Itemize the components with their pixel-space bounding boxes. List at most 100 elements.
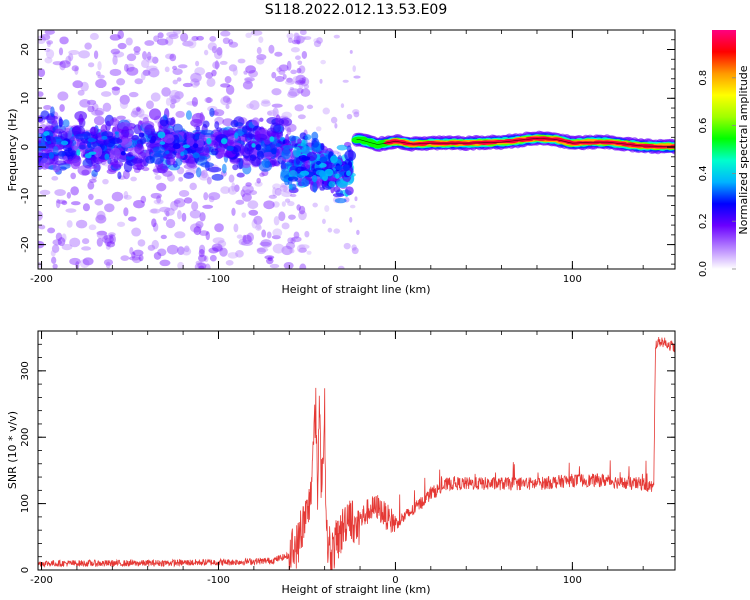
- heatmap-cell: [45, 30, 51, 38]
- heatmap-cell: [89, 32, 99, 41]
- heatmap-cell: [96, 210, 106, 221]
- heatmap-cell: [220, 30, 231, 37]
- heatmap-cell: [104, 153, 110, 160]
- heatmap-cell: [220, 96, 231, 106]
- heatmap-cell: [240, 189, 246, 197]
- heatmap-cell: [192, 152, 200, 159]
- heatmap-cell: [101, 135, 108, 140]
- heatmap-cell: [94, 107, 105, 116]
- heatmap-cell: [333, 34, 340, 39]
- heatmap-cell: [220, 138, 228, 145]
- heatmap-cell: [294, 80, 306, 86]
- heatmap-cell: [205, 72, 214, 79]
- heatmap-cell: [69, 237, 81, 248]
- heatmap-cell: [222, 95, 231, 103]
- heatmap-cell: [44, 57, 53, 64]
- heatmap-cell: [247, 200, 259, 209]
- heatmap-cell: [166, 31, 178, 38]
- heatmap-cell: [52, 145, 59, 155]
- heatmap-cell: [198, 248, 205, 258]
- heatmap-cell: [61, 200, 68, 206]
- heatmap-cell: [228, 39, 234, 45]
- heatmap-cell: [214, 121, 220, 130]
- heatmap-cell: [109, 147, 121, 160]
- heatmap-cell: [202, 204, 214, 209]
- heatmap-cell: [259, 241, 271, 247]
- heatmap-cell: [281, 245, 293, 256]
- heatmap-cell: [299, 76, 310, 87]
- heatmap-cell: [156, 195, 162, 204]
- heatmap-cell: [296, 35, 301, 45]
- heatmap-cell: [141, 59, 150, 68]
- heatmap-cell: [108, 234, 114, 239]
- heatmap-cell: [269, 136, 275, 142]
- heatmap-cell: [93, 115, 105, 126]
- heatmap-cell: [121, 126, 130, 138]
- heatmap-cell: [271, 235, 281, 240]
- heatmap-cell: [211, 243, 223, 252]
- heatmap-cell: [254, 181, 263, 187]
- heatmap-cell: [165, 36, 174, 46]
- heatmap-cell: [96, 237, 103, 247]
- heatmap-cell: [80, 81, 89, 92]
- heatmap-cell: [81, 238, 90, 245]
- heatmap-cell: [284, 162, 293, 167]
- heatmap-cell: [249, 100, 260, 111]
- heatmap-cell: [111, 86, 121, 91]
- heatmap-cell: [110, 48, 121, 55]
- heatmap-cell: [52, 61, 64, 66]
- heatmap-cell: [70, 186, 79, 196]
- heatmap-cell: [88, 178, 97, 183]
- heatmap-cell: [320, 59, 326, 65]
- heatmap-cell: [104, 237, 112, 247]
- heatmap-cell: [303, 84, 310, 89]
- heatmap-cell: [266, 231, 272, 239]
- heatmap-cell: [164, 150, 170, 155]
- heatmap-cell: [199, 230, 209, 236]
- heatmap-cell: [297, 114, 306, 120]
- heatmap-cell: [177, 209, 182, 220]
- heatmap-cell: [90, 154, 96, 167]
- heatmap-cell: [288, 88, 301, 97]
- heatmap-cell: [142, 69, 151, 76]
- heatmap-cell: [40, 157, 50, 170]
- heatmap-cell: [93, 50, 99, 60]
- heatmap-cell: [336, 180, 349, 189]
- heatmap-cell: [165, 53, 175, 60]
- heatmap-cell: [160, 234, 167, 240]
- heatmap-cell: [125, 155, 135, 160]
- heatmap-cell: [290, 47, 300, 53]
- heatmap-cell: [43, 131, 50, 137]
- heatmap-cell: [193, 81, 200, 86]
- heatmap-cell: [298, 35, 307, 41]
- heatmap-cell: [298, 210, 307, 221]
- heatmap-cell: [112, 51, 125, 58]
- heatmap-cell: [47, 227, 56, 234]
- heatmap-cell: [195, 260, 203, 266]
- heatmap-cell: [146, 51, 152, 61]
- heatmap-cell: [112, 55, 118, 66]
- heatmap-cell: [195, 60, 200, 67]
- heatmap-cell: [221, 163, 227, 174]
- heatmap-cell: [273, 216, 280, 226]
- heatmap-cell: [117, 42, 127, 50]
- heatmap-cell: [225, 260, 234, 266]
- heatmap-cell: [153, 222, 159, 232]
- heatmap-cell: [65, 55, 72, 65]
- heatmap-cell: [170, 95, 181, 103]
- heatmap-cell: [178, 176, 184, 182]
- heatmap-cell: [169, 89, 180, 100]
- heatmap-cell: [320, 143, 325, 151]
- heatmap-cell: [315, 126, 322, 132]
- heatmap-cell: [194, 67, 206, 76]
- heatmap-cell: [256, 53, 267, 61]
- heatmap-cell: [153, 35, 160, 42]
- heatmap-cell: [282, 73, 287, 80]
- snr-ticks: -200 -100 0 100 0 100 200 300: [20, 330, 675, 586]
- heatmap-cell: [268, 194, 277, 199]
- heatmap-cell: [117, 171, 122, 180]
- heatmap-cell: [256, 177, 261, 184]
- colorbar-label: Normalized spectral amplitude: [737, 65, 750, 234]
- heatmap-cell: [161, 87, 171, 97]
- heatmap-cell: [306, 104, 314, 110]
